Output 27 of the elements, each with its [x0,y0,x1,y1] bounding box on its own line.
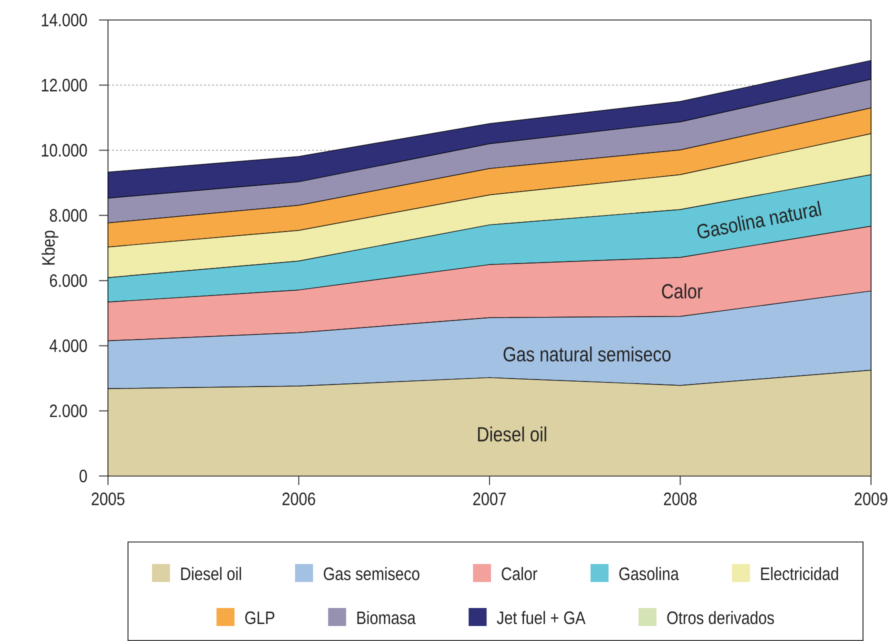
x-tick-label: 2009 [854,492,888,506]
annotation: Diesel oil [478,426,546,442]
legend-label: Biomasa [357,610,416,624]
y-axis-title: Kbep [42,230,58,265]
legend-label: Electricidad [761,566,838,580]
x-tick-label: 2006 [282,492,316,506]
legend-label: Gasolina [619,566,679,580]
y-tick-label: 6.000 [50,274,87,287]
y-tick-label: 0 [80,470,87,482]
x-tick-label: 2005 [92,492,124,506]
y-tick-label: 10.000 [42,144,87,157]
legend-label: GLP [245,611,274,624]
annotation: Calor [662,283,703,299]
annotation: Gasolina natural [697,200,822,238]
y-tick-label: 14.000 [42,14,87,26]
legend-label: Otros derivados [667,610,774,624]
annotation: Gas natural semiseco [504,346,670,362]
legend-label: Jet fuel + GA [496,610,586,624]
y-tick-label: 4.000 [50,339,87,352]
x-tick-label: 2008 [664,492,697,506]
legend-label: Diesel oil [181,566,242,580]
x-tick-label: 2007 [473,492,506,506]
y-tick-label: 2.000 [50,404,87,418]
legend-label: Gas semiseco [324,566,420,580]
legend-label: Calor [502,566,538,580]
y-tick-label: 8.000 [50,209,87,222]
y-tick-label: 12.000 [42,78,87,92]
